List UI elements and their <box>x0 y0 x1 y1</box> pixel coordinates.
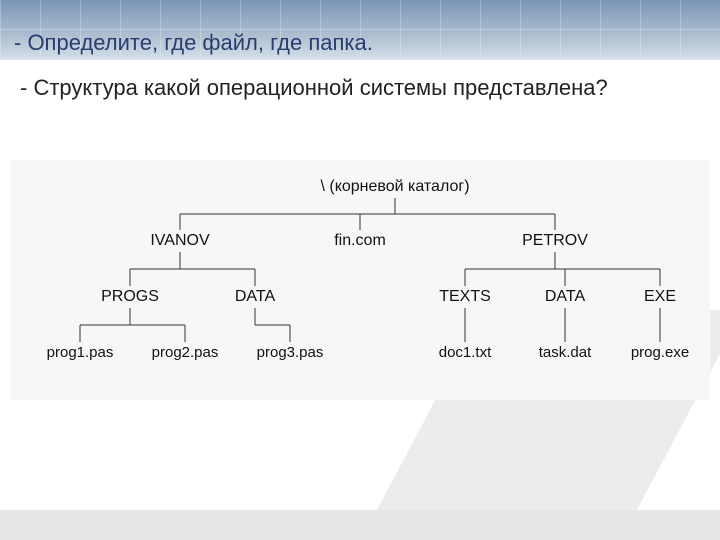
tree-node: DATA <box>235 288 275 306</box>
tree-node: DATA <box>545 288 585 306</box>
tree-node: EXE <box>644 288 676 306</box>
tree-connectors <box>10 160 710 400</box>
footer-bar <box>0 510 720 540</box>
question-1: - Определите, где файл, где папка. <box>14 30 373 56</box>
directory-tree-diagram: \ (корневой каталог) IVANOV fin.com PETROV P… <box>10 160 710 400</box>
tree-node: TEXTS <box>439 288 491 306</box>
tree-root: \ (корневой каталог) <box>320 178 469 196</box>
tree-leaf: doc1.txt <box>439 344 492 361</box>
tree-leaf: task.dat <box>539 344 592 361</box>
tree-leaf: prog2.pas <box>152 344 219 361</box>
tree-node: fin.com <box>334 232 386 250</box>
question-2: - Структура какой операционной системы п… <box>20 74 680 103</box>
tree-leaf: prog.exe <box>631 344 689 361</box>
tree-leaf: prog1.pas <box>47 344 114 361</box>
tree-leaf: prog3.pas <box>257 344 324 361</box>
tree-node: PROGS <box>101 288 159 306</box>
tree-node: PETROV <box>522 232 588 250</box>
tree-node: IVANOV <box>150 232 209 250</box>
